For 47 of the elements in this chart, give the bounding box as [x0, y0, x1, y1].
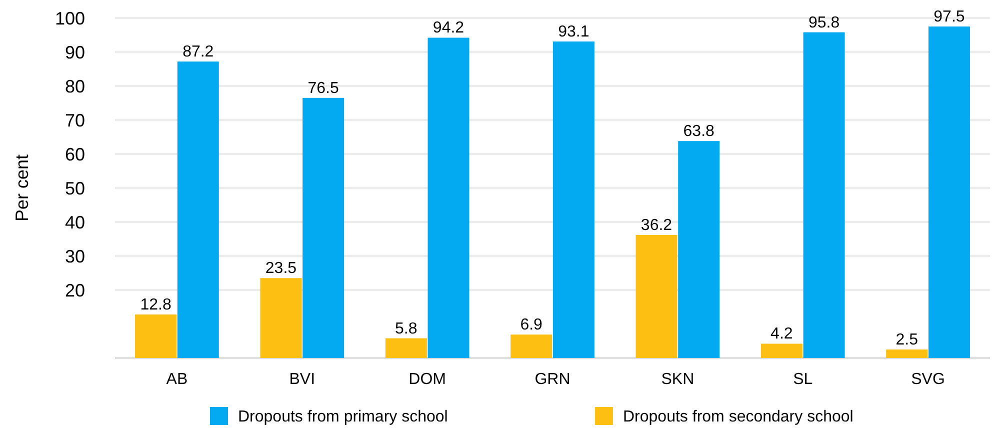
bar — [803, 32, 845, 358]
legend-label: Dropouts from primary school — [238, 408, 448, 426]
bar — [636, 234, 678, 358]
y-tick-label: 70 — [64, 110, 85, 130]
y-tick-label: 20 — [64, 280, 85, 300]
data-label: 63.8 — [683, 123, 715, 140]
bar — [135, 314, 177, 358]
data-label: 5.8 — [395, 320, 418, 338]
legend-label: Dropouts from secondary school — [623, 408, 854, 426]
y-tick-label: 40 — [64, 212, 85, 232]
data-label: 97.5 — [934, 8, 965, 26]
y-tick-label: 100 — [54, 8, 85, 28]
data-label: 87.2 — [182, 44, 214, 61]
data-label: 76.5 — [308, 80, 339, 97]
bar — [302, 98, 344, 358]
x-tick-label: SVG — [911, 371, 945, 388]
bar — [260, 278, 302, 358]
bar — [760, 344, 802, 358]
data-label: 36.2 — [640, 216, 672, 234]
y-tick-label: 90 — [64, 42, 85, 62]
data-label: 12.8 — [140, 296, 172, 314]
y-tick-label: 30 — [64, 246, 85, 266]
bar — [385, 338, 427, 358]
data-label: 93.1 — [558, 23, 590, 40]
data-label: 23.5 — [265, 260, 297, 278]
data-label: 95.8 — [808, 14, 840, 32]
bar — [510, 334, 552, 358]
x-tick-label: AB — [166, 371, 188, 388]
data-label: 4.2 — [770, 326, 793, 343]
bar — [928, 26, 970, 358]
bar — [428, 38, 470, 358]
bar — [177, 62, 219, 358]
data-label: 2.5 — [896, 332, 918, 348]
y-tick-label: 80 — [64, 76, 85, 96]
y-tick-label: 60 — [64, 144, 85, 164]
bar — [678, 141, 720, 358]
data-label: 6.9 — [520, 316, 543, 334]
x-tick-label: GRN — [534, 371, 570, 388]
x-tick-label: BVI — [289, 371, 316, 388]
x-tick-label: SL — [793, 371, 813, 388]
x-tick-label: DOM — [408, 371, 446, 388]
x-tick-label: SKN — [661, 371, 694, 388]
y-tick-label: 50 — [64, 178, 85, 198]
bar — [552, 41, 594, 358]
data-label: 94.2 — [432, 20, 464, 37]
y-axis-title: Per cent — [12, 154, 32, 222]
bar — [886, 350, 928, 358]
